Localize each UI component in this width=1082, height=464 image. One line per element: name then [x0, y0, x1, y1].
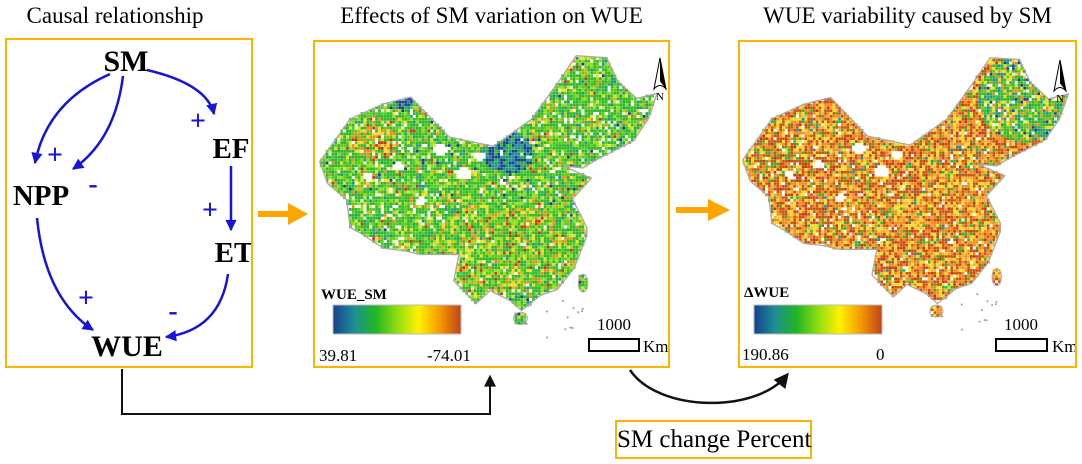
sea-islets: [525, 299, 584, 339]
legend-title: ΔWUE: [744, 285, 789, 301]
node-et: ET: [215, 237, 251, 269]
legend-max: 0: [876, 345, 885, 364]
map-pixels: [742, 58, 1069, 317]
taiwan-island: [991, 268, 1002, 287]
legend-max: -74.01: [427, 346, 471, 365]
colorbar: [332, 304, 462, 335]
sign-sm-npp: +: [47, 140, 63, 171]
panel-title-effects: Effects of SM variation on WUE: [340, 3, 643, 28]
sm-change-label-box: SM change Percent: [615, 420, 812, 459]
scalebar-group: 1000 Km: [995, 315, 1075, 356]
north-arrow-icon: N: [653, 57, 667, 103]
panel-title-causal: Causal relationship: [26, 3, 204, 28]
causal-diagram: SM EF ET NPP WUE + + - + + -: [13, 45, 251, 363]
scalebar-group: 1000 Km: [588, 315, 668, 356]
legend-min: 39.81: [319, 346, 357, 365]
sign-npp-wue: +: [78, 283, 94, 314]
hainan-island: [513, 311, 528, 326]
scalebar-unit: Km: [1052, 337, 1075, 356]
arrow-et-to-wue: [164, 273, 230, 342]
hainan-island: [929, 304, 944, 318]
sm-change-label: SM change Percent: [617, 426, 812, 453]
sign-sm-npp-minus: -: [88, 169, 97, 200]
map-pixels: [319, 56, 655, 325]
panel-title-variability: WUE variability caused by SM: [763, 3, 1052, 28]
legend-group: WUE_SM 39.81 -74.01: [319, 287, 471, 365]
china-map-variability: [741, 56, 1070, 331]
legend-group: ΔWUE 190.86 0: [742, 285, 885, 364]
sign-ef-et: +: [202, 195, 218, 226]
effects-panel: N WUE_SM 39.81 -74.01 1000 Km: [313, 40, 670, 368]
scalebar-unit: Km: [643, 337, 668, 356]
node-npp: NPP: [13, 180, 69, 212]
bracket-connector: [121, 369, 496, 415]
flow-arrow-effects-to-variability: [676, 199, 730, 221]
china-outline: [318, 55, 659, 312]
taiwan-island: [577, 273, 589, 293]
china-map-effects: [318, 55, 659, 339]
variability-map-svg: N ΔWUE 190.86 0 1000 Km: [741, 56, 1075, 364]
scalebar-rect: [995, 338, 1048, 352]
scalebar-rect: [588, 338, 640, 352]
legend-title: WUE_SM: [321, 287, 387, 303]
effects-map-svg: N WUE_SM 39.81 -74.01 1000 Km: [318, 55, 668, 365]
sign-sm-ef: +: [190, 106, 206, 137]
arrow-npp-to-wue: [35, 217, 94, 332]
curved-connector: [628, 369, 789, 405]
north-label: N: [1056, 93, 1064, 105]
scalebar-value: 1000: [1004, 315, 1038, 334]
north-arrow-icon: N: [1053, 59, 1067, 105]
arrow-sm-to-ef: [146, 68, 218, 116]
arrow-sm-to-npp-negative: [72, 75, 125, 171]
china-outline: [741, 56, 1070, 305]
north-label: N: [656, 91, 664, 103]
sign-et-wue: -: [168, 296, 177, 327]
node-wue: WUE: [91, 330, 163, 363]
sea-islets: [941, 293, 998, 331]
node-ef: EF: [212, 133, 249, 165]
flow-arrow-causal-to-effects: [258, 203, 308, 225]
scalebar-value: 1000: [597, 315, 631, 334]
causal-panel: SM EF ET NPP WUE + + - + + -: [5, 38, 253, 368]
legend-min: 190.86: [742, 345, 789, 364]
node-sm: SM: [104, 45, 149, 78]
variability-panel: N ΔWUE 190.86 0 1000 Km: [738, 40, 1077, 368]
arrow-sm-to-npp: [31, 72, 111, 165]
colorbar: [753, 304, 883, 335]
